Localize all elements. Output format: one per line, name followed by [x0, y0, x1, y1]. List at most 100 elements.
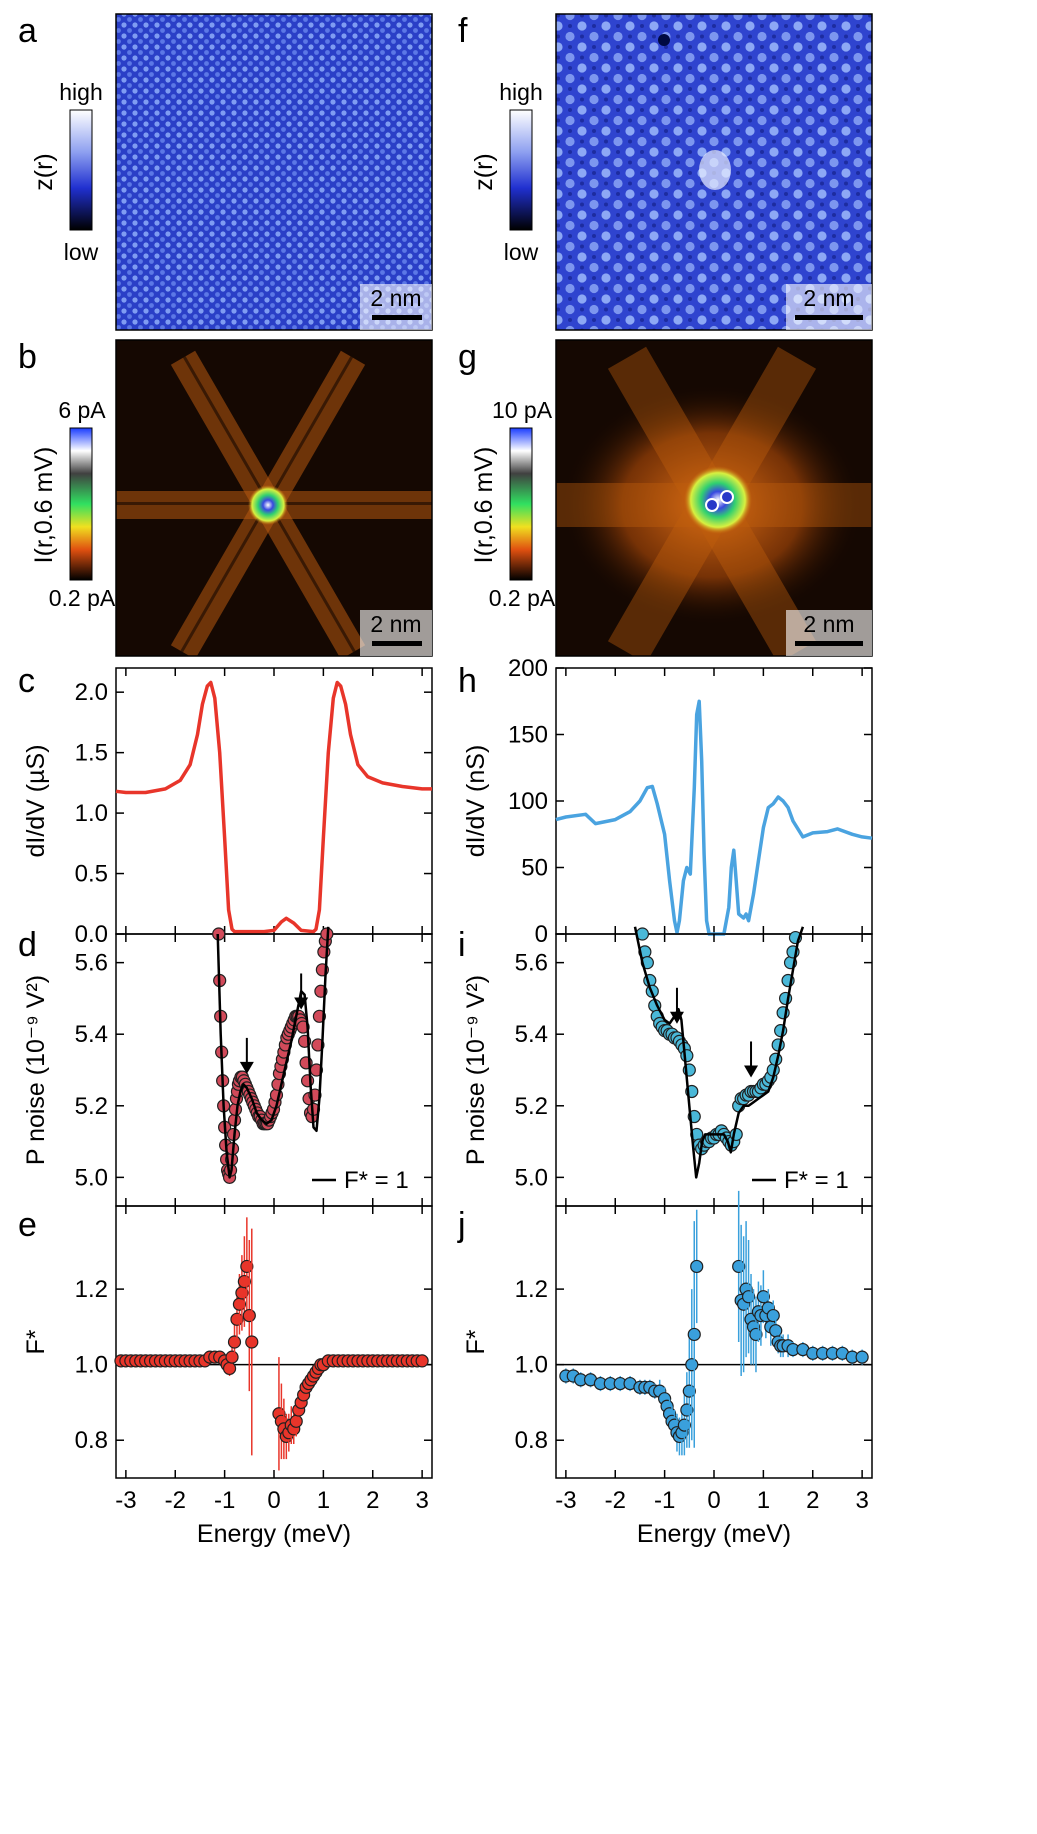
ytick-label-i: 5.6	[515, 950, 548, 977]
data-point-i	[680, 1049, 694, 1063]
plot-frame-c	[115, 667, 433, 935]
panel-label-d: d	[18, 926, 37, 964]
colorbar-topo-right: high low z(r)	[470, 79, 543, 265]
ylabel-e: F*	[22, 1329, 50, 1354]
plot-c: 0.0 0.5 1.0 1.5 2.0 dI/dV (µS)	[22, 667, 433, 948]
scalebar-a	[372, 315, 422, 320]
data-point-e	[222, 1361, 237, 1376]
colorbar-high-label-f: high	[499, 79, 542, 105]
ylabel-i: P noise (10⁻⁹ V²)	[462, 975, 490, 1165]
ytick-label-d: 5.2	[75, 1093, 108, 1120]
ytick-label-i: 5.0	[515, 1164, 548, 1191]
star-arms-g	[556, 346, 872, 656]
colorbar-high-label-b: 6 pA	[58, 397, 106, 423]
panel-label-j: j	[457, 1206, 466, 1244]
colorbar-high-label-a: high	[59, 79, 102, 105]
arrow-head-i	[669, 1011, 684, 1024]
ytick-label-d: 5.0	[75, 1164, 108, 1191]
ytick-label-e: 1.0	[75, 1352, 108, 1379]
data-point-j	[855, 1350, 869, 1364]
panel-label-h: h	[458, 662, 477, 700]
xtick-label-j: 3	[855, 1487, 868, 1514]
colorbar-low-label-b: 0.2 pA	[49, 585, 116, 611]
data-point-j	[690, 1259, 704, 1274]
ylabel-c: dI/dV (µS)	[22, 744, 50, 857]
series-line-h	[555, 699, 873, 936]
ytick-label-e: 0.8	[75, 1427, 108, 1454]
ytick-label-j: 1.0	[515, 1352, 548, 1379]
data-point-e	[227, 1335, 242, 1349]
ytick-label-d: 5.4	[75, 1021, 108, 1048]
ytick-label-h: 200	[508, 655, 548, 682]
ytick-label-e: 1.2	[75, 1276, 108, 1303]
ytick-label-i: 5.2	[515, 1093, 548, 1120]
colorbar-current-right: 10 pA 0.2 pA I(r,0.6 mV)	[470, 397, 556, 611]
colorbar-low-label-g: 0.2 pA	[489, 585, 556, 611]
panel-label-g: g	[458, 338, 477, 376]
scalebar-label-b: 2 nm	[370, 611, 421, 637]
ytick-label-c: 0.0	[75, 921, 108, 948]
xlabel-j: Energy (meV)	[637, 1520, 791, 1548]
plot-frame-h	[555, 667, 873, 935]
topography-image-f: 2 nm	[555, 13, 873, 331]
colorbar-low-label-a: low	[64, 239, 99, 265]
xtick-label-e: -1	[214, 1487, 235, 1514]
plot-frame-j	[555, 1205, 873, 1479]
ytick-label-j: 0.8	[515, 1427, 548, 1454]
plot-d: 5.0 5.2 5.4 5.6 P noise (10⁻⁹ V²) F* = 1	[22, 926, 433, 1207]
colorbar-topo-left: high low z(r)	[30, 79, 103, 265]
panel-label-f: f	[458, 12, 468, 50]
arrow-head-d	[294, 997, 309, 1010]
scalebar-b	[372, 641, 422, 646]
star-arms-b	[116, 350, 432, 656]
scalebar-label-g: 2 nm	[803, 611, 854, 637]
xtick-label-j: -1	[654, 1487, 675, 1514]
ylabel-d: P noise (10⁻⁹ V²)	[22, 975, 50, 1165]
arrow-head-i	[744, 1065, 759, 1078]
ytick-label-c: 1.5	[75, 740, 108, 767]
xtick-label-e: 2	[366, 1487, 379, 1514]
panel-label-c: c	[18, 662, 35, 700]
legend-label-i: F* = 1	[784, 1167, 849, 1194]
colorbar-low-label-f: low	[504, 239, 539, 265]
colorbar-title-f: z(r)	[470, 153, 498, 190]
ytick-label-h: 150	[508, 722, 548, 749]
plot-frame-e	[115, 1205, 433, 1479]
ytick-label-d: 5.6	[75, 950, 108, 977]
xtick-label-j: 0	[707, 1487, 720, 1514]
series-line-d	[216, 926, 330, 1179]
panel-label-a: a	[18, 12, 37, 50]
colorbar-title-g: I(r,0.6 mV)	[470, 447, 498, 564]
topography-image-a: 2 nm	[115, 13, 433, 331]
panel-label-b: b	[18, 338, 37, 376]
ytick-label-h: 50	[521, 855, 548, 882]
colorbar-high-label-g: 10 pA	[492, 397, 553, 423]
ytick-label-c: 0.5	[75, 861, 108, 888]
ytick-label-c: 1.0	[75, 800, 108, 827]
scalebar-label-a: 2 nm	[370, 285, 421, 311]
xtick-label-e: 0	[267, 1487, 280, 1514]
ytick-label-i: 5.4	[515, 1021, 548, 1048]
arrow-head-d	[239, 1061, 254, 1074]
colorbar-title-b: I(r,0.6 mV)	[30, 447, 58, 564]
data-point-j	[766, 1308, 780, 1323]
plot-j: 0.8 1.0 1.2 -3 -2 -1 0 1 2 3 F* Energy (meV)	[462, 1190, 873, 1548]
colorbar-current-left: 6 pA 0.2 pA I(r,0.6 mV)	[30, 397, 116, 611]
xtick-label-e: 1	[317, 1487, 330, 1514]
ytick-label-j: 1.2	[515, 1276, 548, 1303]
legend-label-d: F* = 1	[344, 1167, 409, 1194]
current-map-b: 2 nm	[115, 339, 433, 657]
data-point-e	[289, 1414, 303, 1428]
xtick-label-j: 2	[806, 1487, 819, 1514]
data-point-e	[415, 1354, 429, 1368]
data-point-e	[242, 1308, 256, 1323]
ytick-label-h: 0	[535, 921, 548, 948]
series-line-c	[115, 680, 432, 934]
panel-label-i: i	[458, 926, 466, 964]
ytick-label-h: 100	[508, 788, 548, 815]
scalebar-g	[795, 641, 863, 646]
xtick-label-e: 3	[415, 1487, 428, 1514]
xtick-label-j: -3	[555, 1487, 576, 1514]
plot-h: 0 50 100 150 200 dI/dV (nS)	[462, 655, 873, 948]
